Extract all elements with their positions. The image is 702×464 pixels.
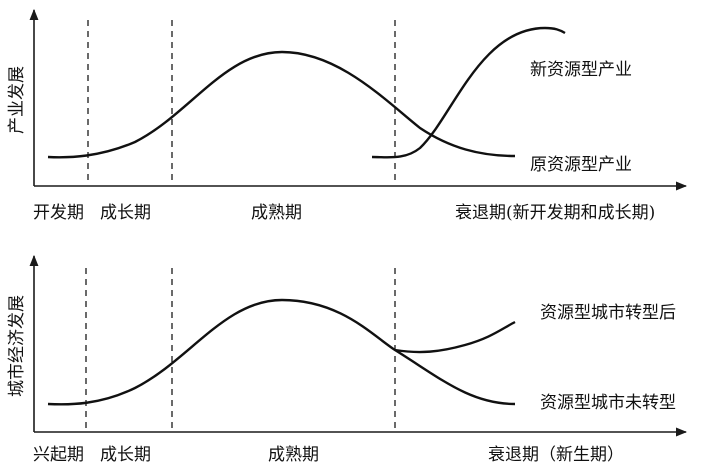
bottom-y-axis-label: 城市经济发展 (7, 295, 27, 397)
original-resource-industry-label: 原资源型产业 (530, 155, 632, 175)
untransformed-city-label: 资源型城市未转型 (540, 393, 676, 413)
new-resource-industry-curve (371, 26, 566, 159)
transformed-city-label: 资源型城市转型后 (540, 303, 676, 323)
bottom-stage-label: 成熟期 (268, 444, 319, 464)
top-panel: 产业发展 新资源型产业 原资源型产业 开发期 成长期 成熟期 衰退期(新开发期和… (7, 8, 688, 223)
top-stage-label: 衰退期(新开发期和成长期) (455, 203, 655, 223)
top-stage-label: 成熟期 (251, 202, 302, 223)
top-y-axis-label: 产业发展 (7, 66, 27, 134)
untransformed-city-curve (47, 298, 516, 406)
transformed-city-curve (394, 320, 516, 354)
bottom-stage-label: 衰退期（新生期） (488, 445, 624, 464)
original-resource-industry-curve (47, 50, 516, 159)
top-stage-label: 开发期 (33, 203, 84, 223)
top-stage-label: 成长期 (100, 203, 151, 223)
new-resource-industry-label: 新资源型产业 (530, 60, 632, 80)
bottom-panel: 城市经济发展 资源型城市转型后 资源型城市未转型 兴起期 成长期 成熟期 衰退期… (7, 254, 688, 464)
bottom-stage-label: 兴起期 (33, 445, 84, 464)
bottom-stage-label: 成长期 (100, 445, 151, 464)
